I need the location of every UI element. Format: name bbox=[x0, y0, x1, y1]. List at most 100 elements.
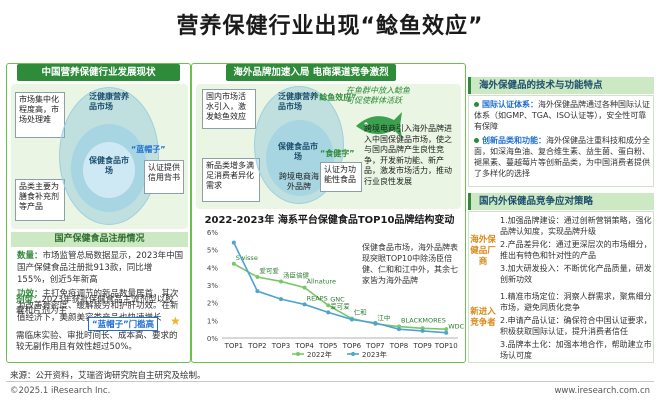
data-point bbox=[444, 327, 449, 332]
data-point bbox=[279, 297, 283, 302]
panel2-outer-label: 泛健康营养品市场 bbox=[278, 92, 318, 111]
x-tick-label: TOP5 bbox=[318, 342, 337, 350]
point-label: WDCYH bbox=[448, 323, 464, 331]
strategy-4: 1.精准市场定位：洞察人群需求，聚焦细分市场，避免同质化竞争 bbox=[500, 292, 652, 312]
y-tick-label: 2% bbox=[207, 300, 218, 308]
x-tick-label: TOP2 bbox=[247, 342, 266, 350]
overseas-entry-panel: 海外品牌加速入局 电商渠道竞争激烈 国内市场活水引入，激发鲶鱼效应 新品类增多满… bbox=[191, 63, 466, 363]
panel2-inner-label: 保健食品市场 bbox=[278, 142, 318, 161]
quantity-text: 市场监管总局数据显示，2023年中国国产保健食品注册批913款，同比增155%，… bbox=[17, 251, 184, 285]
x-tick-label: TOP6 bbox=[342, 342, 362, 350]
strategy-3: 3.加大研发投入：不断优化产品质量，研发创新功效 bbox=[500, 264, 652, 284]
innovation-text: 海外保健品注重科技和成分全面，如深海鱼油、复合维生素、益生菌、蛋白粉、褪黑素、蔓… bbox=[474, 136, 650, 178]
cert-text: 海外保健品牌通过各种国际认证体系（如GMP、TGA、ISO认证等），安全性可靠有… bbox=[474, 100, 650, 131]
strategy-1: 1.加强品牌建设：通过创新营销策略，强化品牌认知度，实现品牌升级 bbox=[500, 216, 652, 236]
chart-title: 2022-2023年 海系平台保健食品TOP10品牌结构变动 bbox=[204, 215, 455, 226]
y-tick-label: 6% bbox=[207, 229, 218, 237]
panel2-venn: 国内市场活水引入，激发鲶鱼效应 新品类增多满足消费者异化需求 泛健康营养品市场 … bbox=[196, 84, 461, 209]
data-point bbox=[444, 330, 449, 335]
cert-item: 国际认证体系：海外保健品牌通过各种国际认证体系（如GMP、TGA、ISO认证等）… bbox=[474, 99, 650, 132]
bullet-icon bbox=[474, 102, 479, 107]
x-tick-label: TOP8 bbox=[389, 342, 408, 350]
x-tick-label: TOP10 bbox=[434, 342, 458, 350]
domestic-status-panel: 中国营养保健行业发展现状 市场集中化程度高，市场处理难 品类主要为膳食补充剂等产… bbox=[6, 63, 191, 363]
shijian-tag: “食健字” bbox=[320, 149, 355, 158]
y-tick-label: 4% bbox=[207, 264, 218, 272]
strategy-2: 2.产品差异化：通过更深层次的市场细分，推出有特色和针对性的产品 bbox=[500, 240, 652, 260]
blue-hat-tag: “蓝帽子” bbox=[131, 145, 166, 154]
page-title: 营养保健行业出现“鲶鱼效应” bbox=[176, 14, 484, 39]
panel1-header: 中国营养保健行业发展现状 bbox=[17, 64, 180, 81]
point-label: 江中 bbox=[377, 313, 390, 322]
panel1-right-box: 认证提供信用背书 bbox=[144, 160, 184, 194]
legend-label: 2022年 bbox=[307, 350, 332, 359]
strategy-6: 3.品牌本土化：加强本地合作，帮助建立市场认可度 bbox=[500, 340, 652, 360]
panel1-bottom-text: 需临床实验、审批时间长、成本高、要求的较无副作用且有效性超过50%。 bbox=[16, 331, 178, 352]
cert-label: 国际认证体系： bbox=[482, 100, 538, 109]
top10-line-chart: 0%1%2%3%4%5%6%TOP1 TOP2 TOP3 TOP4 TOP5 TOP6 TO… bbox=[207, 229, 464, 359]
side-label-newcomers: 新进入竞争者 bbox=[470, 307, 496, 328]
bullet-icon bbox=[474, 138, 479, 143]
overseas-features-panel: 海外保健品的技术与功能特点 国际认证体系：海外保健品牌通过各种国际认证体系（如G… bbox=[468, 63, 654, 363]
footer-url: www.iresearch.com.cn bbox=[554, 386, 650, 396]
panel3-box1 bbox=[468, 95, 654, 187]
y-tick-label: 3% bbox=[207, 282, 218, 290]
x-tick-label: TOP9 bbox=[412, 342, 431, 350]
strategy-5: 2.申请产品认证：确保符合中国认证要求，积极获取国际认证，提升消费者信任 bbox=[500, 316, 652, 336]
data-point bbox=[255, 289, 260, 294]
shijian-box: 认证为功能性食品 bbox=[320, 162, 362, 192]
panel1-subheader: 国产保健食品注册情况 bbox=[11, 232, 188, 247]
point-label: Swisse bbox=[236, 254, 258, 262]
catfish-effect-tag: “鲶鱼效应” bbox=[314, 93, 357, 102]
y-tick-label: 5% bbox=[207, 247, 218, 255]
footer-copyright: ©2025.1 iResearch Inc. bbox=[10, 386, 111, 396]
catfish-icon bbox=[356, 112, 402, 138]
point-label: 爱可爱 bbox=[259, 267, 279, 275]
footer-divider bbox=[6, 381, 654, 382]
point-label: GNC bbox=[330, 295, 345, 303]
x-tick-label: TOP3 bbox=[271, 342, 290, 350]
data-point bbox=[373, 320, 378, 325]
series-line-0 bbox=[233, 263, 447, 330]
panel3-box2 bbox=[468, 211, 654, 363]
panel2-cross-label: 跨境电商海外品牌 bbox=[279, 172, 319, 191]
point-label: Allnature bbox=[307, 278, 336, 286]
side-label-overseas: 海外保健品厂商 bbox=[470, 235, 496, 267]
point-label: REAPS bbox=[307, 294, 328, 302]
panel1-outer-label: 泛健康营养品市场 bbox=[89, 92, 129, 111]
panel3-header1: 海外保健品的技术与功能特点 bbox=[468, 77, 654, 94]
point-label: 爱可爱 bbox=[330, 302, 350, 310]
innovation-label: 创新品类和功能： bbox=[482, 136, 546, 145]
data-point bbox=[349, 317, 354, 322]
point-label: BLACKMORES bbox=[401, 317, 446, 325]
legend-marker bbox=[351, 352, 355, 356]
legend-marker bbox=[296, 352, 300, 356]
data-point bbox=[302, 285, 307, 290]
chart-note: 保健食品市场，海外品牌表现突眼TOP10中除汤臣倍健、仁和和江中外，其余七家皆为… bbox=[362, 243, 458, 285]
y-tick-label: 1% bbox=[207, 317, 218, 325]
data-point bbox=[279, 279, 283, 284]
data-point bbox=[255, 275, 260, 280]
star-icon: ★ bbox=[170, 314, 181, 328]
panel2-right-text: 跨境电商引入海外品牌进入中国保健品市场，使之与国内品牌产生良性竞争，开发新功能、… bbox=[364, 124, 452, 186]
blue-hat-threshold-tag: “蓝帽子”门槛高 bbox=[88, 317, 159, 331]
x-tick-label: TOP7 bbox=[365, 342, 384, 350]
dosage-text: 2023年获批保健食品主流剂型以胶囊和片剂为主 bbox=[16, 295, 174, 316]
function-label: 功效： bbox=[17, 289, 43, 299]
data-point bbox=[397, 327, 401, 332]
quantity-bullet: 数量：市场监管总局数据显示，2023年中国国产保健食品注册批913款，同比增15… bbox=[17, 250, 185, 286]
panel3-header2: 国内外保健品竞争应对策略 bbox=[468, 193, 654, 210]
dosage-label: 剂型： bbox=[16, 295, 42, 305]
panel1-venn: 市场集中化程度高，市场处理难 品类主要为膳食补充剂等产品 泛健康营养品市场 保健… bbox=[11, 84, 188, 229]
quantity-label: 数量： bbox=[17, 251, 43, 261]
point-label: 汤臣倍健 bbox=[283, 270, 310, 279]
footer-source: 来源：公开资料，艾瑞咨询研究院自主研究及绘制。 bbox=[10, 371, 206, 381]
dosage-bullet-text: 剂型：2023年获批保健食品主流剂型以胶囊和片剂为主 bbox=[16, 295, 176, 317]
data-point bbox=[302, 302, 307, 307]
panel1-left-box2: 品类主要为膳食补充剂等产品 bbox=[15, 179, 65, 221]
data-point bbox=[326, 303, 331, 308]
panel2-left-box2: 新品类增多满足消费者异化需求 bbox=[202, 158, 260, 202]
data-point bbox=[326, 310, 331, 315]
innovation-item: 创新品类和功能：海外保健品注重科技和成分全面，如深海鱼油、复合维生素、益生菌、蛋… bbox=[474, 135, 650, 179]
x-tick-label: TOP1 bbox=[224, 342, 243, 350]
